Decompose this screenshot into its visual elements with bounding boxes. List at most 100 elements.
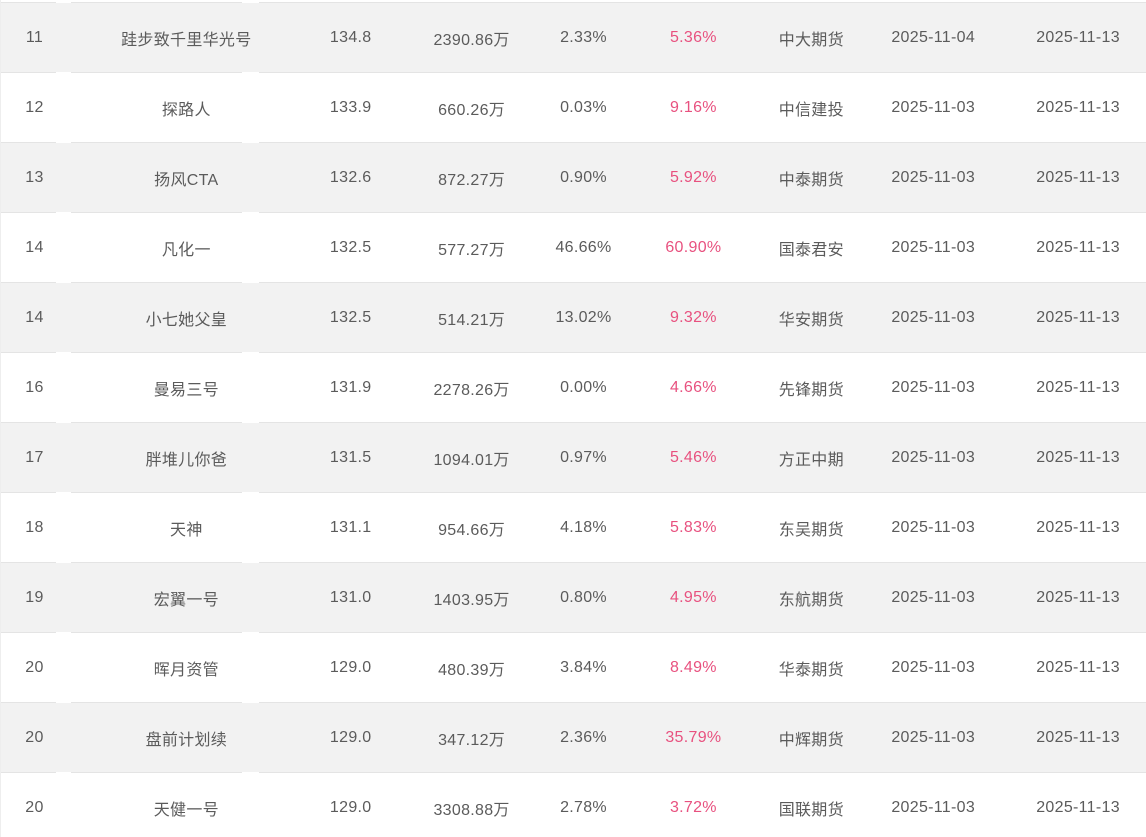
company-cell: 国联期货 [766, 773, 856, 837]
table-row[interactable]: 14 小七她父皇 132.5 514.21万 13.02% 9.32% 华安期货… [1, 283, 1146, 353]
date-to-cell: 2025-11-13 [1010, 563, 1146, 633]
table-row[interactable]: 16 曼易三号 131.9 2278.26万 0.00% 4.66% 先锋期货 … [1, 353, 1146, 423]
date-to-cell: 2025-11-13 [1010, 703, 1146, 773]
previous-row-edge [1, 0, 1146, 3]
pct-a-cell: 4.18% [546, 493, 621, 563]
date-to-cell: 2025-11-13 [1010, 73, 1146, 143]
date-from-cell: 2025-11-03 [856, 423, 1011, 493]
company-cell: 中辉期货 [766, 703, 857, 773]
pct-a-cell: 2.33% [546, 3, 621, 73]
pct-b-cell: 5.46% [620, 423, 767, 493]
value-cell: 132.6 [304, 143, 397, 213]
table-row[interactable]: 12 探路人 133.9 660.26万 0.03% 9.16% 中信建投 20… [1, 73, 1146, 143]
table-row[interactable]: 18 天神 131.1 954.66万 4.18% 5.83% 东吴期货 202… [1, 493, 1146, 563]
pct-b-cell: 60.90% [620, 213, 767, 283]
table-row[interactable]: 11 跬步致千里华光号 134.8 2390.86万 2.33% 5.36% 中… [1, 3, 1146, 73]
value-cell: 133.9 [304, 73, 397, 143]
pct-b-cell: 9.16% [620, 73, 767, 143]
rank-cell: 20 [1, 633, 68, 703]
value-cell: 132.5 [304, 213, 397, 283]
company-cell: 方正中期 [766, 423, 857, 493]
pct-b-cell: 35.79% [620, 703, 767, 773]
date-to-cell: 2025-11-13 [1010, 773, 1146, 837]
table-row[interactable]: 19 宏翼一号 131.0 1403.95万 0.80% 4.95% 东航期货 … [1, 563, 1146, 633]
date-to-cell: 2025-11-13 [1010, 493, 1146, 563]
value-cell: 129.0 [304, 703, 397, 773]
date-to-cell: 2025-11-13 [1010, 143, 1146, 213]
date-to-cell: 2025-11-13 [1010, 353, 1146, 423]
company-cell: 华泰期货 [766, 633, 857, 703]
rank-cell: 11 [1, 3, 68, 73]
rank-cell: 12 [1, 73, 68, 143]
name-cell: 胖堆儿你爸 [67, 423, 305, 493]
pct-a-cell: 13.02% [546, 283, 621, 353]
pct-a-cell: 0.03% [546, 73, 621, 143]
name-cell: 探路人 [67, 73, 305, 143]
pct-b-cell: 9.32% [620, 283, 767, 353]
pct-b-cell: 5.92% [620, 143, 767, 213]
amount-cell: 1094.01万 [396, 423, 547, 493]
name-cell: 盘前计划续 [67, 703, 305, 773]
value-cell: 134.8 [304, 3, 397, 73]
rank-cell: 14 [1, 213, 68, 283]
name-cell: 凡化一 [67, 213, 305, 283]
pct-b-cell: 8.49% [620, 633, 767, 703]
value-cell: 131.5 [304, 423, 397, 493]
company-cell: 中信建投 [766, 73, 857, 143]
name-cell: 晖月资管 [67, 633, 305, 703]
name-cell: 宏翼一号 [67, 563, 305, 633]
date-to-cell: 2025-11-13 [1010, 3, 1146, 73]
pct-b-cell: 4.66% [620, 353, 767, 423]
rank-cell: 20 [1, 703, 68, 773]
table-body: 11 跬步致千里华光号 134.8 2390.86万 2.33% 5.36% 中… [1, 3, 1146, 837]
amount-cell: 2390.86万 [396, 3, 547, 73]
value-cell: 131.1 [304, 493, 397, 563]
date-from-cell: 2025-11-03 [856, 143, 1011, 213]
amount-cell: 954.66万 [396, 493, 547, 563]
value-cell: 132.5 [304, 283, 397, 353]
rank-cell: 13 [1, 143, 68, 213]
name-cell: 跬步致千里华光号 [67, 3, 305, 73]
pct-a-cell: 0.97% [546, 423, 621, 493]
date-from-cell: 2025-11-03 [856, 213, 1011, 283]
amount-cell: 1403.95万 [396, 563, 547, 633]
date-from-cell: 2025-11-04 [856, 3, 1011, 73]
pct-a-cell: 2.78% [547, 773, 621, 837]
company-cell: 先锋期货 [766, 353, 857, 423]
value-cell: 129.0 [304, 633, 397, 703]
table-row[interactable]: 17 胖堆儿你爸 131.5 1094.01万 0.97% 5.46% 方正中期… [1, 423, 1146, 493]
date-to-cell: 2025-11-13 [1010, 213, 1146, 283]
date-from-cell: 2025-11-03 [856, 703, 1011, 773]
amount-cell: 2278.26万 [396, 353, 547, 423]
pct-b-cell: 5.36% [620, 3, 767, 73]
pct-a-cell: 0.00% [546, 353, 621, 423]
date-from-cell: 2025-11-03 [856, 73, 1011, 143]
table-row[interactable]: 14 凡化一 132.5 577.27万 46.66% 60.90% 国泰君安 … [1, 213, 1146, 283]
company-cell: 华安期货 [766, 283, 857, 353]
table-row[interactable]: 20 晖月资管 129.0 480.39万 3.84% 8.49% 华泰期货 2… [1, 633, 1146, 703]
rank-cell: 18 [1, 493, 68, 563]
date-from-cell: 2025-11-03 [856, 283, 1011, 353]
company-cell: 国泰君安 [766, 213, 857, 283]
amount-cell: 577.27万 [396, 213, 547, 283]
pct-b-cell: 5.83% [620, 493, 767, 563]
date-from-cell: 2025-11-03 [856, 493, 1011, 563]
company-cell: 中大期货 [766, 3, 857, 73]
pct-b-cell: 3.72% [620, 773, 766, 837]
pct-b-cell: 4.95% [620, 563, 767, 633]
date-to-cell: 2025-11-13 [1010, 283, 1146, 353]
pct-a-cell: 0.90% [546, 143, 621, 213]
value-cell: 131.0 [304, 563, 397, 633]
date-from-cell: 2025-11-03 [856, 353, 1011, 423]
table-row[interactable]: 20 天健一号 129.0 3308.88万 2.78% 3.72% 国联期货 … [1, 773, 1146, 837]
name-cell: 小七她父皇 [67, 283, 305, 353]
rank-cell: 20 [1, 773, 68, 837]
name-cell: 天健一号 [68, 773, 305, 837]
rank-cell: 16 [1, 353, 68, 423]
date-from-cell: 2025-11-03 [856, 773, 1010, 837]
table-row[interactable]: 13 扬风CTA 132.6 872.27万 0.90% 5.92% 中泰期货 … [1, 143, 1146, 213]
value-cell: 131.9 [304, 353, 397, 423]
table-row[interactable]: 20 盘前计划续 129.0 347.12万 2.36% 35.79% 中辉期货… [1, 703, 1146, 773]
pct-a-cell: 46.66% [546, 213, 621, 283]
date-to-cell: 2025-11-13 [1010, 633, 1146, 703]
